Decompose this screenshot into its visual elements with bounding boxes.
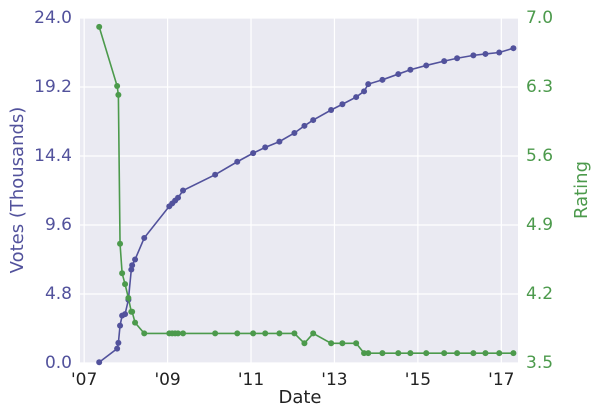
data-point xyxy=(379,350,386,357)
y2-tick-label: 5.6 xyxy=(526,146,553,166)
data-point xyxy=(423,350,430,357)
data-point xyxy=(395,350,402,357)
data-point xyxy=(407,66,414,73)
data-point xyxy=(212,171,219,178)
data-point xyxy=(470,52,477,59)
data-point xyxy=(470,350,477,357)
data-point xyxy=(96,23,103,30)
data-point xyxy=(365,81,372,88)
x-tick-label: '17 xyxy=(488,370,514,390)
data-point xyxy=(234,158,241,165)
y2-tick-label: 4.2 xyxy=(526,284,553,304)
data-point xyxy=(339,101,346,108)
data-point xyxy=(482,50,489,57)
data-point xyxy=(250,330,257,337)
y-tick-label: 24.0 xyxy=(34,8,72,28)
data-point xyxy=(310,330,317,337)
data-point xyxy=(119,270,126,277)
data-point xyxy=(115,91,122,98)
y2-tick-label: 6.3 xyxy=(526,77,553,97)
x-axis-label: Date xyxy=(278,387,321,408)
data-point xyxy=(175,330,182,337)
data-point xyxy=(496,49,503,56)
data-point xyxy=(454,350,461,357)
data-point xyxy=(441,350,448,357)
data-point xyxy=(291,130,298,136)
plot-area xyxy=(80,18,518,363)
data-point xyxy=(175,194,182,201)
y-axis-label: Votes (Thousands) xyxy=(7,107,28,274)
data-point xyxy=(310,117,317,124)
y2-tick-label: 4.9 xyxy=(526,215,553,235)
data-point xyxy=(114,345,121,352)
data-point xyxy=(129,262,136,269)
data-point xyxy=(212,330,219,337)
data-point xyxy=(117,240,124,247)
data-point xyxy=(141,330,148,337)
data-point xyxy=(234,330,241,337)
data-point xyxy=(365,350,372,357)
data-point xyxy=(129,308,136,315)
x-tick-label: '09 xyxy=(154,370,180,390)
y-tick-label: 4.8 xyxy=(45,284,72,304)
data-point xyxy=(115,339,122,346)
data-point xyxy=(454,55,461,62)
y2-axis-label: Rating xyxy=(571,161,592,219)
data-point xyxy=(328,340,335,347)
x-tick-label: '15 xyxy=(405,370,431,390)
x-tick-label: '07 xyxy=(71,370,97,390)
data-point xyxy=(276,330,283,337)
data-point xyxy=(353,94,360,101)
data-point xyxy=(361,88,368,95)
y2-tick-label: 3.5 xyxy=(526,353,553,373)
data-point xyxy=(262,144,269,151)
data-point xyxy=(496,350,503,357)
x-tick-label: '11 xyxy=(238,370,264,390)
x-tick-label: '13 xyxy=(321,370,347,390)
data-point xyxy=(301,122,308,129)
data-point xyxy=(262,330,269,337)
data-point xyxy=(510,45,517,52)
y2-tick-label: 7.0 xyxy=(526,8,553,28)
data-point xyxy=(301,340,308,347)
data-point xyxy=(291,330,298,337)
data-point xyxy=(510,350,517,357)
y-tick-label: 19.2 xyxy=(34,77,72,97)
data-point xyxy=(96,359,103,366)
data-point xyxy=(250,150,257,157)
data-point xyxy=(117,322,124,329)
data-point xyxy=(141,234,148,241)
data-point xyxy=(180,187,187,194)
data-point xyxy=(407,350,414,357)
data-point xyxy=(328,107,335,113)
y-tick-label: 0.0 xyxy=(45,353,72,373)
data-point xyxy=(276,138,283,145)
data-point xyxy=(125,294,132,301)
data-point xyxy=(339,340,346,347)
data-point xyxy=(122,311,129,318)
data-point xyxy=(482,350,489,357)
data-point xyxy=(423,62,430,69)
y-tick-label: 14.4 xyxy=(34,146,72,166)
data-point xyxy=(122,281,129,288)
data-point xyxy=(180,330,187,337)
data-point xyxy=(114,83,121,90)
data-point xyxy=(441,58,448,65)
data-point xyxy=(132,256,139,263)
data-point xyxy=(379,76,386,83)
data-point xyxy=(361,350,368,357)
data-point xyxy=(353,340,360,347)
y-tick-label: 9.6 xyxy=(45,215,72,235)
data-point xyxy=(395,71,402,78)
data-point xyxy=(132,319,139,326)
